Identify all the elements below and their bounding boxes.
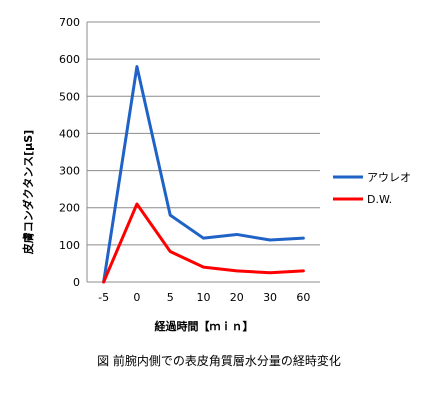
legend-label: アウレオ xyxy=(367,171,411,184)
legend-label: D.W. xyxy=(367,193,392,206)
y-tick-label: 100 xyxy=(59,239,80,252)
y-tick-label: 400 xyxy=(59,127,80,140)
x-tick-label: 10 xyxy=(197,291,211,304)
figure-caption: 図 前腕内側での表皮角質層水分量の経時変化 xyxy=(97,354,341,368)
x-axis-label: 経過時間【ｍｉｎ】 xyxy=(155,319,254,333)
y-tick-label: 300 xyxy=(59,165,80,178)
y-tick-label: 700 xyxy=(59,16,80,29)
y-axis-label: 皮膚コンダクタンス[μS] xyxy=(21,130,35,255)
x-tick-label: 5 xyxy=(167,291,174,304)
x-tick-labels: -5 0 5 10 20 30 60 xyxy=(98,291,310,304)
x-tick-label: -5 xyxy=(98,291,109,304)
series-line xyxy=(102,202,305,284)
x-tick-label: 30 xyxy=(263,291,277,304)
gridlines xyxy=(86,21,320,283)
y-tick-label: 500 xyxy=(59,90,80,103)
y-tick-label: 0 xyxy=(73,276,80,289)
x-tick-label: 20 xyxy=(230,291,244,304)
series-line xyxy=(102,65,305,284)
legend: アウレオ D.W. xyxy=(333,171,411,206)
y-tick-label: 600 xyxy=(59,53,80,66)
x-tick-label: 0 xyxy=(133,291,140,304)
y-tick-label: 200 xyxy=(59,202,80,215)
y-tick-labels: 0 100 200 300 400 500 600 700 xyxy=(59,16,80,289)
x-tick-label: 60 xyxy=(296,291,310,304)
series-lines xyxy=(102,65,305,284)
